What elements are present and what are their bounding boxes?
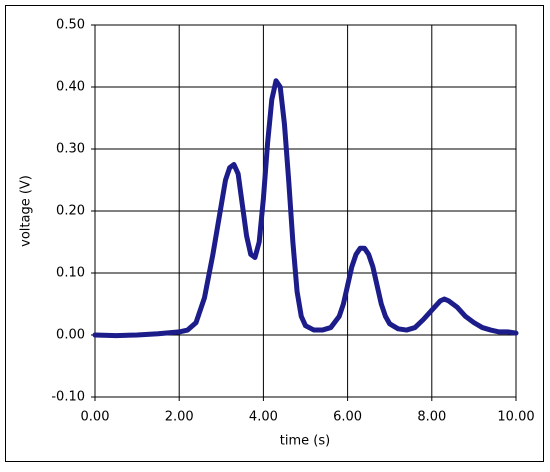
y-axis-label: voltage (V) bbox=[19, 175, 34, 247]
y-tick-label: 0.00 bbox=[56, 328, 85, 343]
x-tick-label: 0.00 bbox=[81, 410, 110, 425]
x-tick-label: 2.00 bbox=[165, 410, 194, 425]
y-tick-label: 0.30 bbox=[56, 142, 85, 157]
y-tick-label: -0.10 bbox=[51, 390, 85, 405]
x-tick-label: 6.00 bbox=[333, 410, 362, 425]
y-tick-label: 0.50 bbox=[56, 18, 85, 33]
y-tick-label: 0.10 bbox=[56, 266, 85, 281]
x-tick-label: 10.00 bbox=[497, 410, 534, 425]
x-axis-label: time (s) bbox=[280, 434, 330, 449]
y-tick-label: 0.20 bbox=[56, 204, 85, 219]
data-line bbox=[92, 78, 519, 339]
x-tick-label: 8.00 bbox=[417, 410, 446, 425]
x-tick-label: 4.00 bbox=[249, 410, 278, 425]
chart-border bbox=[5, 5, 544, 462]
y-tick-label: 0.40 bbox=[56, 80, 85, 95]
